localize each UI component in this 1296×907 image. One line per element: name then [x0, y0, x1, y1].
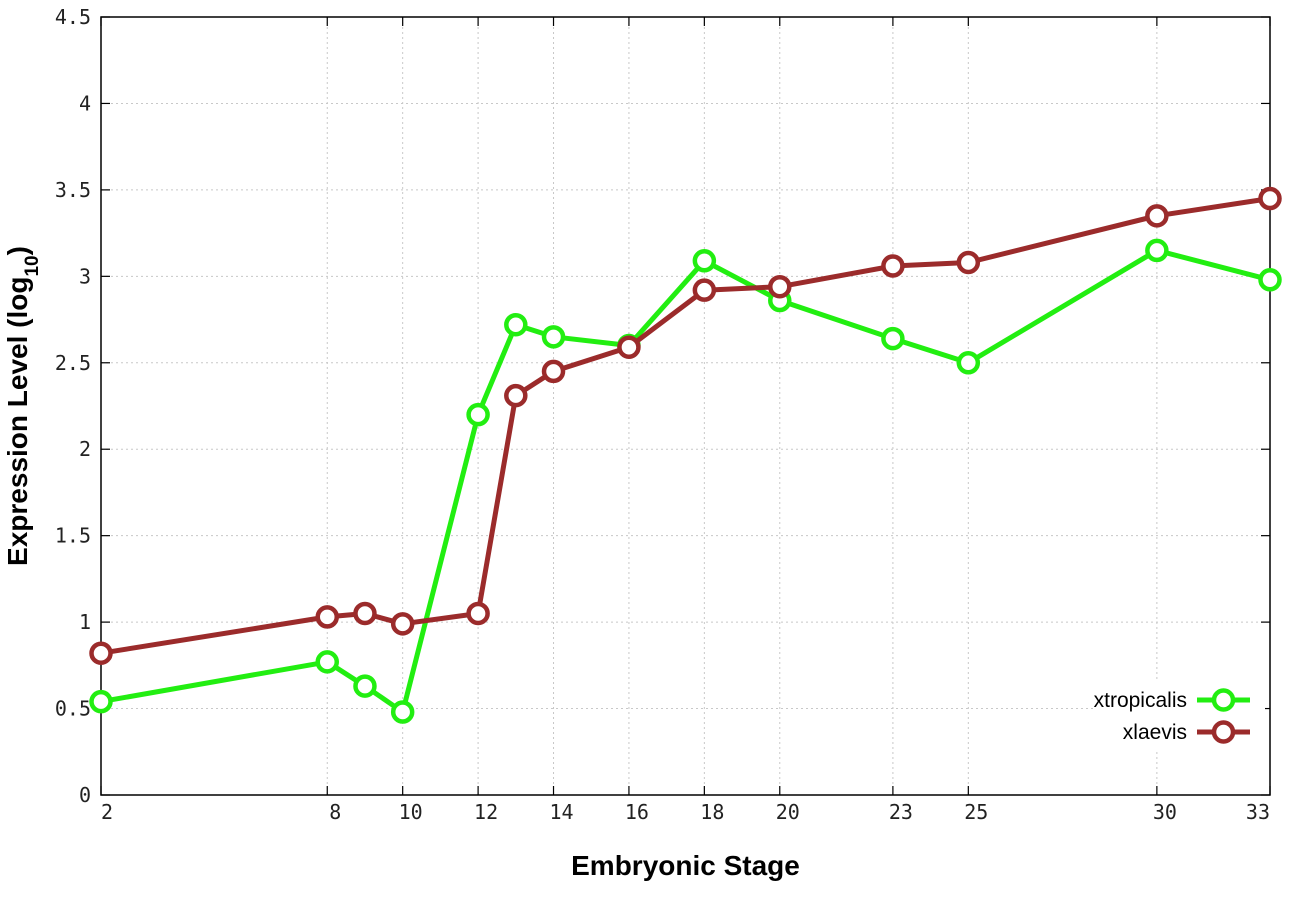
- data-point: [504, 312, 528, 337]
- y-axis-title-main: Expression Level (log: [2, 277, 33, 566]
- legend-item: xtropicalis: [1094, 688, 1250, 712]
- data-point: [541, 325, 566, 349]
- data-point: [353, 601, 377, 626]
- data-point: [1258, 268, 1282, 292]
- data-point: [881, 254, 905, 278]
- x-tick-label: 12: [474, 800, 498, 824]
- x-tick-label: 18: [700, 800, 724, 824]
- data-point: [768, 274, 792, 299]
- x-tick-label: 23: [889, 800, 913, 824]
- x-tick-label: 30: [1153, 800, 1177, 824]
- y-tick-label: 1.5: [55, 524, 91, 548]
- legend-marker-swatch: [1211, 720, 1236, 744]
- series-xtropicalis: [89, 238, 1282, 724]
- data-point: [617, 335, 641, 359]
- y-axis-title-subscript: 10: [22, 255, 43, 276]
- y-tick-label: 2.5: [55, 351, 91, 375]
- y-tick-label: 3: [79, 264, 91, 288]
- data-point: [504, 383, 528, 408]
- legend-label: xtropicalis: [1094, 689, 1187, 712]
- series-line: [98, 247, 1273, 715]
- data-point: [353, 674, 377, 698]
- series-line: [98, 196, 1273, 656]
- data-point: [390, 612, 415, 636]
- x-tick-label: 20: [776, 800, 800, 824]
- y-tick-label: 2: [79, 437, 91, 461]
- y-axis-title-close: ): [2, 246, 33, 255]
- x-tick-label: 10: [399, 800, 423, 824]
- y-tick-label: 4: [79, 91, 91, 115]
- data-point: [89, 689, 113, 714]
- grid: [101, 17, 1270, 795]
- y-tick-label: 0: [79, 783, 91, 807]
- legend-marker-swatch: [1211, 688, 1236, 712]
- series: [89, 186, 1282, 724]
- axis-ticks: 0 0.5 1 1.5 2 2.5 3 3.5 4 4.5 2 8 10 12 14 16 18 20 23 25 30…: [55, 5, 1271, 824]
- plot-frame: [100, 16, 1271, 796]
- y-tick-label: 4.5: [55, 5, 91, 29]
- x-tick-label: 25: [964, 800, 988, 824]
- data-point: [315, 605, 340, 629]
- data-point: [881, 326, 905, 351]
- data-point: [1145, 238, 1169, 263]
- data-point: [956, 250, 981, 275]
- y-axis-title: Expression Level (log10): [2, 246, 43, 566]
- y-tick-label: 1: [79, 610, 91, 634]
- y-tick-label: 0.5: [55, 697, 91, 721]
- data-point: [692, 278, 717, 302]
- y-tick-label: 3.5: [55, 178, 91, 202]
- data-point: [390, 700, 415, 724]
- data-point: [89, 641, 113, 665]
- legend-background: [1095, 680, 1265, 752]
- legend-label: xlaevis: [1123, 721, 1187, 744]
- data-point: [541, 359, 566, 384]
- data-point: [466, 601, 490, 626]
- data-point: [1145, 204, 1169, 228]
- legend: xtropicalis xlaevis: [1094, 680, 1265, 752]
- x-tick-label: 2: [101, 800, 113, 824]
- x-tick-label: 14: [549, 800, 573, 824]
- data-point: [315, 650, 340, 674]
- x-tick-label: 33: [1246, 800, 1270, 824]
- x-tick-label: 16: [625, 800, 649, 824]
- series-xlaevis: [89, 186, 1282, 665]
- x-tick-label: 8: [329, 800, 341, 824]
- data-point: [1258, 186, 1282, 211]
- legend-item: xlaevis: [1123, 720, 1250, 744]
- data-point: [466, 402, 490, 427]
- data-point: [692, 249, 717, 273]
- data-point: [956, 351, 981, 375]
- x-axis-title: Embryonic Stage: [571, 850, 800, 881]
